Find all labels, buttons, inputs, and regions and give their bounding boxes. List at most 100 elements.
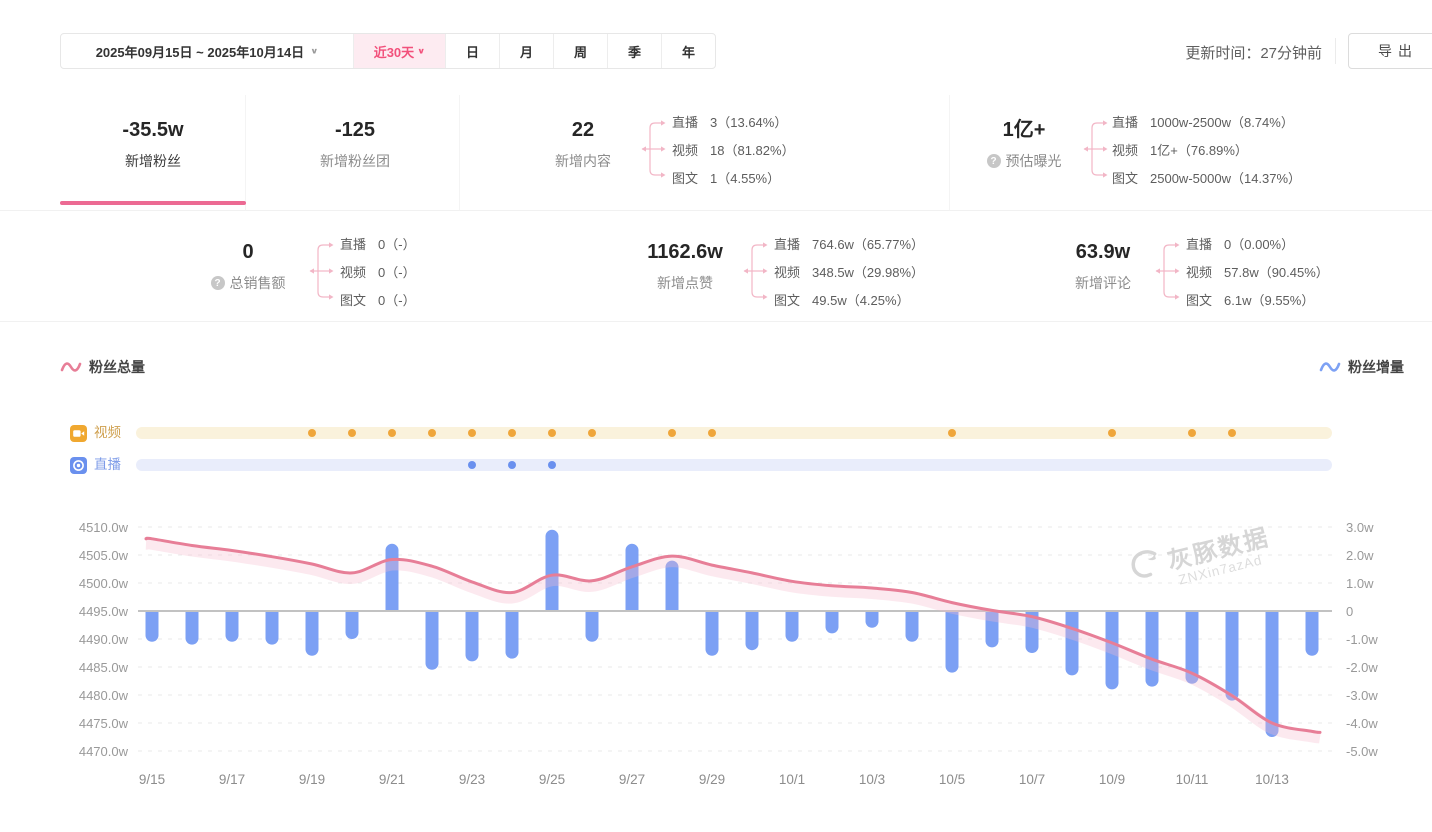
increment-bar[interactable] xyxy=(905,611,919,642)
timeline-dot[interactable] xyxy=(508,461,516,469)
selected-stat-underline xyxy=(60,201,246,205)
stat-new-content[interactable]: 22 新增内容 xyxy=(503,118,663,171)
increment-bar[interactable] xyxy=(1265,611,1279,737)
right-axis-tick: 0 xyxy=(1346,604,1353,619)
live-row-label: 直播 xyxy=(94,457,121,472)
help-icon[interactable]: ? xyxy=(986,154,1001,168)
breakdown-value: 1（4.55%） xyxy=(710,170,781,186)
increment-bar[interactable] xyxy=(945,611,959,673)
right-axis-tick: -3.0w xyxy=(1346,688,1378,703)
increment-bar[interactable] xyxy=(1225,611,1239,701)
stats-row1-grid xyxy=(0,95,1432,211)
fans-combo-chart[interactable]: 4510.0w 3.0w 4505.0w 2.0w 4500.0w 1.0w 4495.0w… xyxy=(0,495,1432,832)
timeline-dot[interactable] xyxy=(348,429,356,437)
timeline-dot[interactable] xyxy=(1108,429,1116,437)
fans-total-line-glow xyxy=(140,537,1321,744)
date-range-picker[interactable]: 2025年09月15日 ~ 2025年10月14日 ∨ xyxy=(61,34,353,68)
breakdown-value: 3（13.64%） xyxy=(710,114,788,130)
stat-new-fanclub[interactable]: -125 新增粉丝团 xyxy=(262,118,448,171)
increment-bar[interactable] xyxy=(385,543,399,611)
timeline-dot[interactable] xyxy=(588,429,596,437)
stat-value: 22 xyxy=(571,119,595,141)
timeline-dot[interactable] xyxy=(1228,429,1236,437)
increment-bar[interactable] xyxy=(825,611,839,634)
timeline-dot[interactable] xyxy=(1188,429,1196,437)
increment-bar[interactable] xyxy=(1145,611,1159,687)
stat-breakdown: 直播 3（13.64%） 视频 18（81.82%） 图文 1（4.55%） xyxy=(672,112,795,186)
timeline-dot[interactable] xyxy=(708,429,716,437)
stat-new-likes[interactable]: 1162.6w 新增点赞 xyxy=(600,240,770,293)
breakdown-row: 图文 1（4.55%） xyxy=(672,168,795,186)
tab-quarter[interactable]: 季 xyxy=(607,34,661,68)
timeline-dot[interactable] xyxy=(548,429,556,437)
right-axis-tick: -4.0w xyxy=(1346,716,1378,731)
increment-bar[interactable] xyxy=(145,611,159,642)
stat-label: 新增点赞 xyxy=(657,275,713,291)
x-axis-tick: 9/29 xyxy=(699,772,725,787)
stat-total-sales[interactable]: 0 ? 总销售额 xyxy=(158,240,338,293)
increment-bar[interactable] xyxy=(465,611,479,662)
tab-year[interactable]: 年 xyxy=(661,34,715,68)
breakdown-value: 0（-） xyxy=(378,264,416,280)
increment-bar[interactable] xyxy=(1305,611,1319,656)
legend-fans-increment[interactable]: 粉丝增量 xyxy=(1319,357,1404,377)
breakdown-row: 直播 1000w-2500w（8.74%） xyxy=(1112,112,1301,130)
increment-bar[interactable] xyxy=(225,611,239,642)
legend-label: 粉丝增量 xyxy=(1348,359,1404,375)
timeline-dot[interactable] xyxy=(428,429,436,437)
quick-range-last30-button[interactable]: 近30天 ∨ xyxy=(353,34,445,68)
increment-bar[interactable] xyxy=(305,611,319,656)
live-icon xyxy=(70,457,87,474)
stat-value: -125 xyxy=(334,119,376,141)
breakdown-row: 视频 18（81.82%） xyxy=(672,140,795,158)
breakdown-value: 6.1w（9.55%） xyxy=(1224,292,1315,308)
timeline-dot[interactable] xyxy=(948,429,956,437)
tab-month[interactable]: 月 xyxy=(499,34,553,68)
tab-day[interactable]: 日 xyxy=(445,34,499,68)
stat-estimated-exposure[interactable]: 1亿+ ? 预估曝光 xyxy=(944,118,1104,171)
increment-bar[interactable] xyxy=(185,611,199,645)
breakdown-name: 视频 xyxy=(774,264,801,280)
fans-total-line[interactable] xyxy=(144,536,1322,734)
increment-bar[interactable] xyxy=(505,611,519,659)
export-button[interactable]: 导出 xyxy=(1348,33,1432,69)
legend-fans-total[interactable]: 粉丝总量 xyxy=(60,357,145,377)
increment-bar[interactable] xyxy=(745,611,759,651)
increment-bar[interactable] xyxy=(1105,611,1119,690)
breakdown-name: 视频 xyxy=(340,264,367,280)
increment-bar[interactable] xyxy=(1185,611,1199,684)
increment-bar[interactable] xyxy=(1025,611,1039,653)
timeline-dot[interactable] xyxy=(668,429,676,437)
increment-bar[interactable] xyxy=(1065,611,1079,676)
increment-bar[interactable] xyxy=(665,560,679,611)
stat-label: 新增评论 xyxy=(1075,275,1131,291)
tab-week[interactable]: 周 xyxy=(553,34,607,68)
timeline-dot[interactable] xyxy=(308,429,316,437)
stat-breakdown: 直播 0（0.00%） 视频 57.8w（90.45%） 图文 6.1w（9.55%） xyxy=(1186,234,1329,308)
increment-bar[interactable] xyxy=(545,529,559,611)
increment-bar[interactable] xyxy=(345,611,359,639)
timeline-dot[interactable] xyxy=(548,461,556,469)
timeline-dot[interactable] xyxy=(388,429,396,437)
increment-bar[interactable] xyxy=(425,611,439,670)
timeline-dot[interactable] xyxy=(508,429,516,437)
stat-new-comments[interactable]: 63.9w 新增评论 xyxy=(1023,240,1183,293)
increment-bar[interactable] xyxy=(865,611,879,628)
increment-bar[interactable] xyxy=(785,611,799,642)
breakdown-name: 图文 xyxy=(1186,292,1213,308)
breakdown-row: 视频 348.5w（29.98%） xyxy=(774,262,924,280)
breakdown-value: 1000w-2500w（8.74%） xyxy=(1150,114,1294,130)
increment-bar[interactable] xyxy=(625,543,639,611)
increment-bar[interactable] xyxy=(585,611,599,642)
increment-bar[interactable] xyxy=(705,611,719,656)
stat-new-fans[interactable]: -35.5w 新增粉丝 xyxy=(60,118,246,171)
timeline-dot[interactable] xyxy=(468,429,476,437)
timeline-dot[interactable] xyxy=(468,461,476,469)
stat-breakdown: 直播 1000w-2500w（8.74%） 视频 1亿+（76.89%） 图文 2500w… xyxy=(1112,112,1301,186)
left-axis-tick: 4480.0w xyxy=(79,688,129,703)
breakdown-value: 0（-） xyxy=(378,236,416,252)
increment-bar[interactable] xyxy=(985,611,999,648)
help-icon[interactable]: ? xyxy=(210,276,225,290)
increment-bar[interactable] xyxy=(265,611,279,645)
